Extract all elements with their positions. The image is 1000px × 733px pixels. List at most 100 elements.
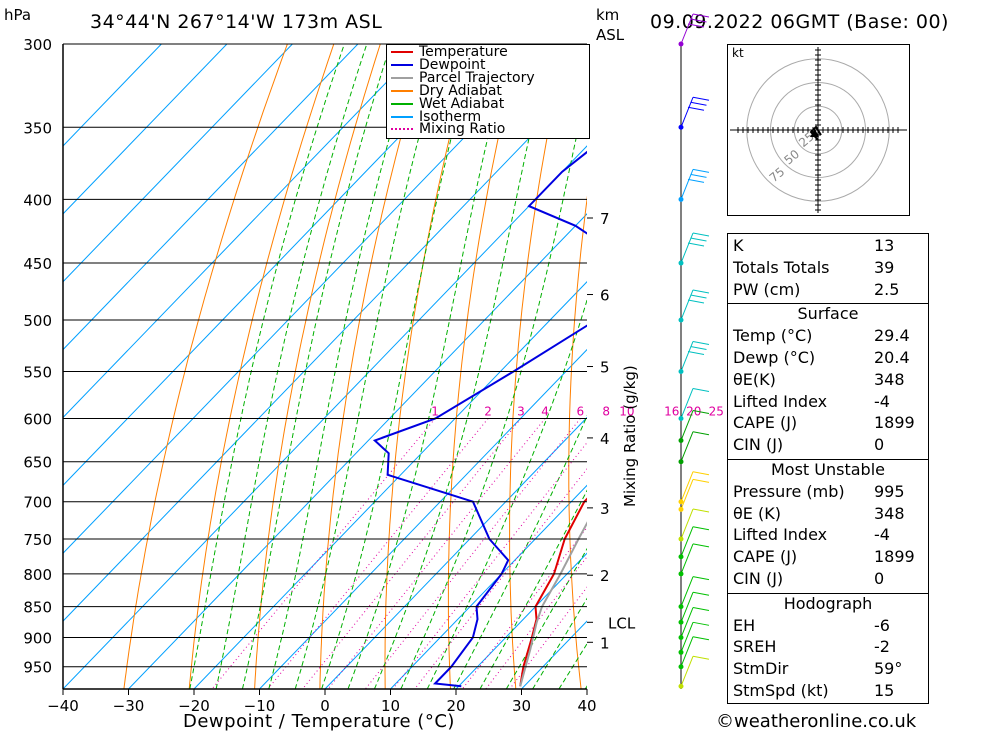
index-value: 2.5 xyxy=(874,279,900,299)
wind-barb-flag xyxy=(687,350,705,355)
mixing-ratio-label: 3 xyxy=(517,404,525,418)
isotherm-line xyxy=(193,281,587,689)
legend-item: Parcel Trajectory xyxy=(391,71,535,85)
dry-adiabat-line xyxy=(188,44,335,689)
wind-barb-shaft xyxy=(680,656,694,687)
index-row: SREH -2 xyxy=(728,637,928,659)
pressure-tick-label: 650 xyxy=(23,454,52,472)
pressure-tick-label: 750 xyxy=(23,531,52,549)
lcl-label: LCL xyxy=(608,614,636,632)
pressure-tick-label: 450 xyxy=(23,255,52,273)
index-row: Pressure (mb) 995 xyxy=(728,482,928,504)
isotherm-line xyxy=(128,213,587,689)
wind-barb-flag xyxy=(692,508,710,513)
index-key: CIN (J) xyxy=(733,435,784,455)
isotherm-line xyxy=(63,44,228,215)
index-row: Temp (°C) 29.4 xyxy=(728,326,928,348)
wet-adiabat-line xyxy=(426,298,587,689)
index-row: CIN (J) 0 xyxy=(728,569,928,591)
index-value: 995 xyxy=(874,481,905,501)
wind-barb-shaft xyxy=(680,13,694,45)
temperature-tick-label: 30 xyxy=(512,697,531,715)
wind-barb-flag xyxy=(690,18,707,23)
index-value: -4 xyxy=(874,525,890,545)
asl-axis-label: ASL xyxy=(596,26,625,44)
legend-label: Dewpoint xyxy=(419,56,486,73)
wind-barb-shaft xyxy=(680,592,694,623)
wind-barb-shaft xyxy=(680,232,694,264)
dry-adiabat-line xyxy=(509,44,567,689)
mixing-ratio-label: 20 xyxy=(686,404,701,418)
copyright: ©weatheronline.co.uk xyxy=(716,711,917,732)
wind-barb-shaft xyxy=(680,471,694,502)
km-tick-label: 3 xyxy=(600,500,610,518)
dry-adiabat-line xyxy=(937,44,1000,689)
pressure-tick-label: 700 xyxy=(23,494,52,512)
wind-barb-flag xyxy=(687,242,705,247)
isotherm-line xyxy=(63,44,555,554)
wet-adiabat-line xyxy=(453,414,587,689)
index-row: K 13 xyxy=(728,236,928,258)
isotherm-line xyxy=(63,44,490,487)
legend: Temperature Dewpoint Parcel Trajectory Dry … xyxy=(386,44,590,139)
wind-barb-shaft xyxy=(680,410,694,441)
wet-adiabat-line xyxy=(268,44,417,689)
location-title: 34°44'N 267°14'W 173m ASL xyxy=(90,11,383,33)
mixing-ratio-line xyxy=(302,418,522,689)
pressure-tick-label: 300 xyxy=(23,36,52,54)
wind-barb-shaft xyxy=(680,543,694,575)
mixing-ratio-line xyxy=(211,418,436,689)
index-value: 0 xyxy=(874,569,885,588)
index-key: θE(K) xyxy=(733,369,776,389)
wind-barb-shaft xyxy=(680,169,694,200)
wet-adiabat-line xyxy=(373,44,551,689)
table-divider xyxy=(728,459,928,460)
mixing-ratio-label: 4 xyxy=(541,404,549,418)
index-row: CIN (J) 0 xyxy=(728,435,928,457)
legend-swatch xyxy=(391,115,413,118)
index-key: PW (cm) xyxy=(733,279,801,299)
temperature-tick-label: −40 xyxy=(47,697,79,715)
legend-label: Wet Adiabat xyxy=(419,95,505,112)
wind-barb-flag xyxy=(692,543,710,548)
isotherm-line xyxy=(63,44,359,351)
isotherm-line xyxy=(63,145,587,689)
legend-item: Dry Adiabat xyxy=(391,84,502,98)
wind-barb-shaft xyxy=(680,388,694,419)
mixing-ratio-label: 10 xyxy=(619,404,634,418)
index-key: Totals Totals xyxy=(733,257,830,277)
temperature-tick-label: −10 xyxy=(244,697,276,715)
temperature-tick-label: 0 xyxy=(320,697,330,715)
index-value: -4 xyxy=(874,391,890,411)
table-divider xyxy=(728,303,928,305)
wind-barb-flag xyxy=(692,168,710,173)
km-tick-label: 4 xyxy=(600,430,610,448)
wind-barb-flag xyxy=(692,410,710,415)
index-value: -2 xyxy=(874,637,890,657)
mixing-ratio-line xyxy=(485,556,587,689)
index-row: StmDir 59° xyxy=(728,659,928,681)
index-key: Dewp (°C) xyxy=(733,348,816,367)
mixing-ratio-label: 16 xyxy=(664,404,679,418)
legend-swatch xyxy=(391,51,413,53)
index-key: K xyxy=(733,236,744,255)
index-row: CAPE (J) 1899 xyxy=(728,547,928,569)
index-key: Pressure (mb) xyxy=(733,481,845,501)
km-axis-label: km xyxy=(596,6,620,24)
temperature-tick-label: 20 xyxy=(446,697,465,715)
legend-label: Temperature xyxy=(419,44,508,60)
wind-barb-flag xyxy=(692,387,710,392)
mixing-ratio-line xyxy=(392,441,587,689)
index-value: 20.4 xyxy=(874,348,910,367)
mixing-ratio-label: 1 xyxy=(431,404,439,418)
wet-adiabat-line xyxy=(241,44,392,689)
pressure-tick-label: 500 xyxy=(23,312,52,330)
wet-adiabat-line xyxy=(294,44,445,689)
wind-barb-shaft xyxy=(680,479,694,510)
mixing-ratio-axis-title: Mixing Ratio (g/kg) xyxy=(621,365,639,507)
index-value: -6 xyxy=(874,615,890,635)
index-key: CAPE (J) xyxy=(733,547,798,567)
isotherm-line xyxy=(63,44,293,283)
legend-item: Dewpoint xyxy=(391,56,486,73)
indices-table: K 13 Totals Totals 39 PW (cm) 2.5 Surface Temp … xyxy=(727,233,929,704)
